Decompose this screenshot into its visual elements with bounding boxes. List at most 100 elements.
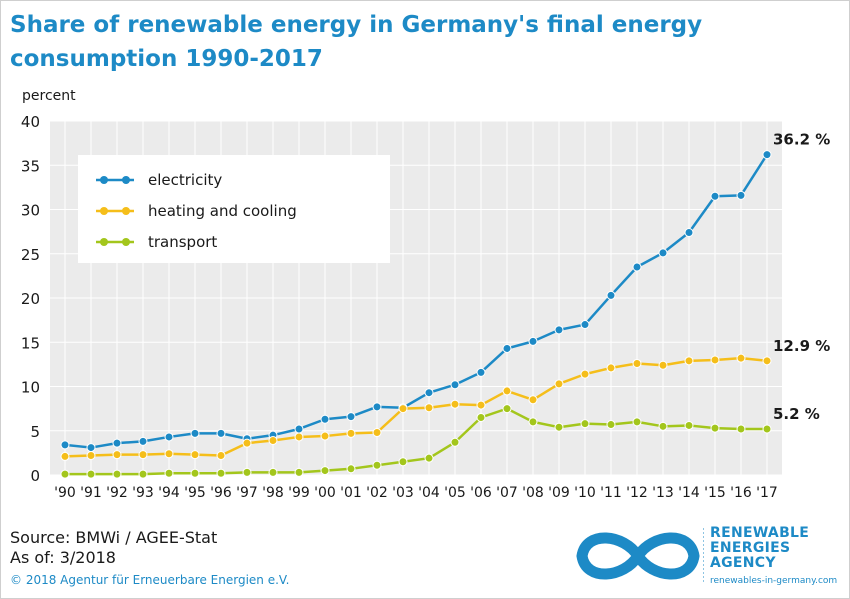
- x-tick-label: '00: [314, 485, 336, 501]
- as-of-text: As of: 3/2018: [10, 548, 116, 567]
- data-point: [216, 428, 226, 438]
- data-point: [528, 336, 538, 346]
- data-point: [658, 360, 668, 370]
- data-point: [294, 424, 304, 434]
- end-value-label: 5.2 %: [773, 405, 820, 423]
- legend-swatch-dot: [100, 238, 108, 246]
- data-point: [684, 228, 694, 238]
- data-point: [346, 464, 356, 474]
- x-tick-label: '93: [132, 485, 154, 501]
- data-point: [684, 420, 694, 430]
- end-value-label: 36.2 %: [773, 131, 830, 149]
- data-point: [60, 451, 70, 461]
- data-point: [112, 450, 122, 460]
- y-tick-label: 25: [21, 246, 40, 264]
- data-point: [632, 262, 642, 272]
- data-point: [632, 417, 642, 427]
- data-point: [450, 380, 460, 390]
- legend-swatch-dot: [122, 238, 130, 246]
- data-point: [580, 419, 590, 429]
- series-line-1: [64, 356, 768, 458]
- data-point: [138, 469, 148, 479]
- line-chart: 0 5 10 15 20 25 30 35 40 '90'91'92'93'94'95'96'97…: [21, 113, 830, 501]
- copyright-text: © 2018 Agentur für Erneuerbare Energien …: [10, 573, 290, 587]
- legend-swatch-dot: [122, 207, 130, 215]
- data-point: [502, 386, 512, 396]
- x-tick-label: '99: [288, 485, 310, 501]
- data-point: [736, 353, 746, 363]
- data-point: [424, 388, 434, 398]
- data-point: [86, 469, 96, 479]
- chart-title-line-2: consumption 1990-2017: [10, 46, 323, 72]
- data-point: [320, 414, 330, 424]
- data-point: [320, 466, 330, 476]
- data-point: [580, 369, 590, 379]
- x-tick-label: '17: [756, 485, 778, 501]
- data-point: [86, 443, 96, 453]
- data-point: [476, 400, 486, 410]
- data-point: [164, 432, 174, 442]
- data-point: [554, 325, 564, 335]
- legend-swatch-dot: [100, 207, 108, 215]
- data-point: [372, 428, 382, 438]
- data-point: [164, 449, 174, 459]
- legend-label: heating and cooling: [148, 202, 297, 220]
- data-point: [502, 343, 512, 353]
- data-point: [346, 412, 356, 422]
- data-point: [658, 421, 668, 431]
- legend-label: transport: [148, 233, 217, 251]
- series-line-2: [65, 407, 767, 476]
- data-point: [216, 468, 226, 478]
- data-point: [242, 438, 252, 448]
- x-tick-label: '94: [158, 485, 180, 501]
- data-point: [710, 355, 720, 365]
- x-tick-label: '11: [600, 485, 622, 501]
- x-tick-label: '08: [522, 485, 544, 501]
- data-point: [606, 420, 616, 430]
- data-point: [242, 467, 252, 477]
- x-tick-label: '04: [418, 485, 440, 501]
- data-point: [476, 367, 486, 377]
- source-block: Source: BMWi / AGEE-Stat As of: 3/2018: [10, 528, 217, 568]
- data-point: [398, 457, 408, 467]
- data-point: [424, 403, 434, 413]
- data-point: [580, 320, 590, 330]
- data-point: [554, 379, 564, 389]
- logo-wordmark: RENEWABLE ENERGIES AGENCY: [710, 526, 809, 571]
- x-tick-label: '02: [366, 485, 388, 501]
- data-point: [216, 451, 226, 461]
- data-point: [60, 440, 70, 450]
- x-tick-label: '90: [54, 485, 76, 501]
- x-tick-label: '91: [80, 485, 102, 501]
- data-point: [86, 451, 96, 461]
- y-tick-label: 20: [21, 290, 40, 308]
- x-tick-label: '15: [704, 485, 726, 501]
- x-tick-label: '14: [678, 485, 700, 501]
- infinity-logo-icon: [576, 528, 704, 584]
- data-point: [762, 356, 772, 366]
- data-point: [268, 467, 278, 477]
- data-point: [60, 469, 70, 479]
- series-line-0: [64, 153, 769, 449]
- data-point: [424, 453, 434, 463]
- x-tick-label: '03: [392, 485, 414, 501]
- y-tick-label: 35: [21, 157, 40, 175]
- x-tick-label: '16: [730, 485, 752, 501]
- data-point: [554, 422, 564, 432]
- data-point: [112, 438, 122, 448]
- data-point: [268, 435, 278, 445]
- legend-label: electricity: [148, 171, 222, 189]
- data-point: [736, 190, 746, 200]
- data-point: [190, 468, 200, 478]
- data-point: [528, 395, 538, 405]
- data-point: [372, 402, 382, 412]
- logo-line-2: ENERGIES: [710, 540, 791, 556]
- x-tick-label: '10: [574, 485, 596, 501]
- data-point: [320, 431, 330, 441]
- data-point: [294, 467, 304, 477]
- x-tick-label: '98: [262, 485, 284, 501]
- data-point: [762, 424, 772, 434]
- x-tick-label: '96: [210, 485, 232, 501]
- x-tick-label: '07: [496, 485, 518, 501]
- y-axis-label: percent: [22, 88, 76, 104]
